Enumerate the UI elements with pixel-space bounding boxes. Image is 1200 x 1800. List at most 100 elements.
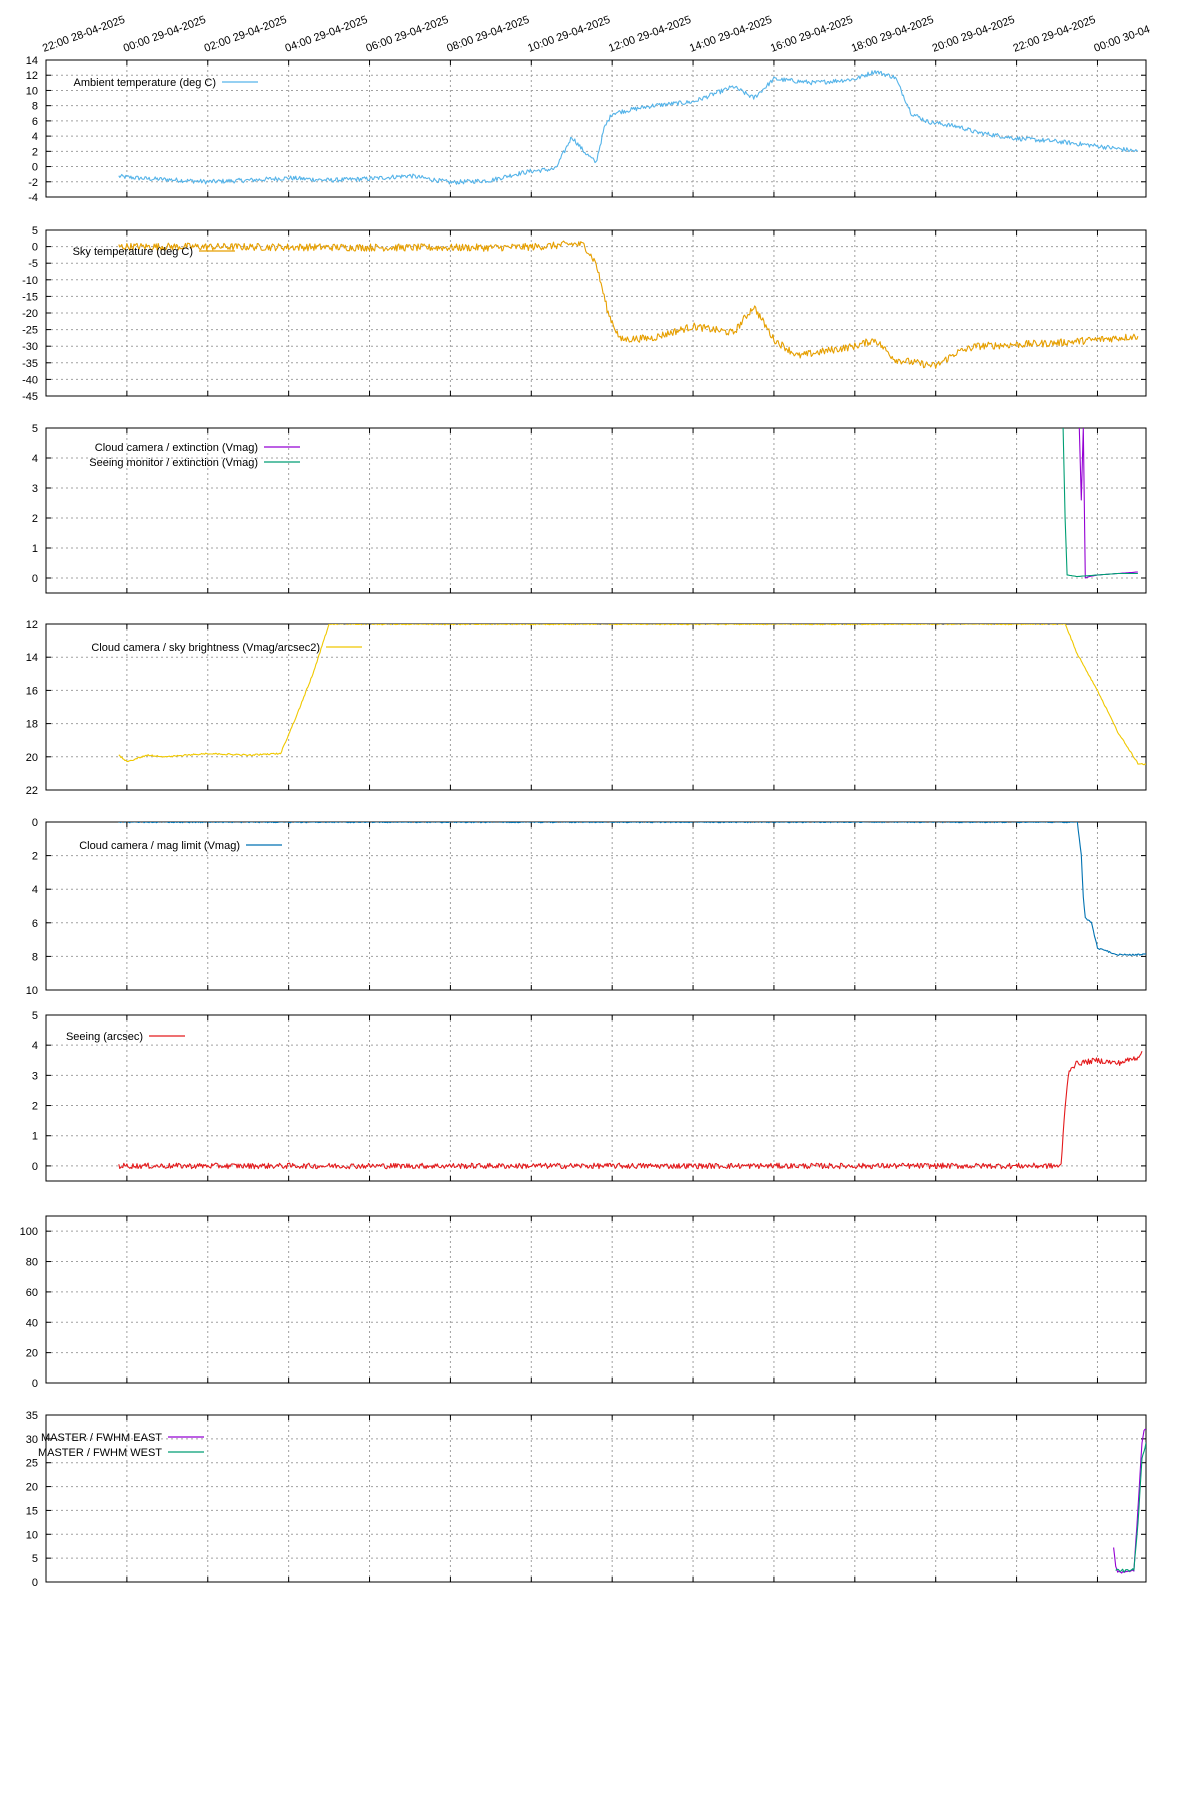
- legend-label: Sky temperature (deg C): [73, 246, 193, 258]
- y-tick-label: 18: [26, 719, 38, 731]
- plot-frame: [45, 59, 1147, 198]
- x-tick-label: 18:00 29-04-2025: [850, 14, 936, 55]
- y-tick-label: 5: [32, 1553, 38, 1565]
- legend-label: Ambient temperature (deg C): [74, 77, 216, 89]
- y-tick-label: -35: [22, 358, 38, 370]
- x-tick-label: 22:00 29-04-2025: [1012, 14, 1098, 55]
- chart-sky: -45 -40 -35 -30 -25 -20 -15 -10 -5 0 5 Sky temperat…: [22, 225, 1147, 403]
- x-tick-label: 16:00 29-04-2025: [769, 14, 855, 55]
- series-line-extinction-0: [1078, 428, 1138, 579]
- legend-label: MASTER / FWHM EAST: [41, 1432, 162, 1444]
- y-tick-label: 2: [32, 851, 38, 863]
- chart-maglimit: 0 2 4 6 8 10 Cloud camera / mag limit (Vmag): [26, 817, 1147, 997]
- x-tick-label: 02:00 29-04-2025: [203, 14, 289, 55]
- chart-skybrightness: 12 14 16 18 20 22 Cloud camera / sky brightnes…: [26, 619, 1147, 797]
- legend-label: Seeing monitor / extinction (Vmag): [89, 457, 258, 469]
- legend-label: Cloud camera / extinction (Vmag): [95, 442, 258, 454]
- legend-label: Cloud camera / sky brightness (Vmag/arcs…: [91, 642, 320, 654]
- y-tick-label: 14: [26, 652, 38, 664]
- x-tick-label: 10:00 29-04-2025: [526, 14, 612, 55]
- x-tick-label: 00:00 29-04-2025: [122, 14, 208, 55]
- series-line-ambient-0: [118, 70, 1139, 185]
- x-tick-label: 08:00 29-04-2025: [445, 14, 531, 55]
- y-tick-label: 80: [26, 1257, 38, 1269]
- x-tick-label: 06:00 29-04-2025: [364, 14, 450, 55]
- y-tick-label: 14: [26, 55, 38, 67]
- y-tick-label: 100: [20, 1226, 38, 1238]
- series-line-maglimit-0: [118, 822, 1146, 956]
- y-tick-label: -30: [22, 341, 38, 353]
- x-tick-label: 22:00 28-04-2025: [41, 14, 127, 55]
- plot-frame: [45, 1414, 1147, 1583]
- y-tick-label: 2: [32, 513, 38, 525]
- plot-frame: [45, 1014, 1147, 1182]
- y-tick-label: 8: [32, 101, 38, 113]
- series-line-skybrightness-0: [118, 624, 1146, 766]
- y-tick-label: 0: [32, 1378, 38, 1390]
- y-tick-label: 5: [32, 225, 38, 237]
- x-tick-label: 04:00 29-04-2025: [284, 14, 370, 55]
- y-tick-label: 5: [32, 423, 38, 435]
- y-tick-label: 8: [32, 951, 38, 963]
- x-tick-label: 14:00 29-04-2025: [688, 14, 774, 55]
- legend-label: Seeing (arcsec): [66, 1031, 143, 1043]
- y-tick-label: 1: [32, 1131, 38, 1143]
- x-tick-label: 20:00 29-04-2025: [931, 14, 1017, 55]
- y-tick-label: 0: [32, 162, 38, 174]
- y-tick-label: -10: [22, 275, 38, 287]
- y-tick-label: 4: [32, 1040, 38, 1052]
- y-tick-label: -25: [22, 325, 38, 337]
- legend-label: MASTER / FWHM WEST: [38, 1447, 162, 1459]
- legend-label: Cloud camera / mag limit (Vmag): [79, 840, 240, 852]
- y-tick-label: 4: [32, 131, 38, 143]
- y-tick-label: 2: [32, 1101, 38, 1113]
- y-tick-label: 12: [26, 619, 38, 631]
- series-line-fwhm-1: [1115, 1442, 1146, 1573]
- y-tick-label: 30: [26, 1434, 38, 1446]
- chart-humidity: 0 20 40 60 80 100: [20, 1215, 1147, 1390]
- y-tick-label: 0: [32, 1577, 38, 1589]
- y-tick-label: 4: [32, 453, 38, 465]
- y-tick-label: 20: [26, 752, 38, 764]
- y-tick-label: 10: [26, 85, 38, 97]
- y-tick-label: -15: [22, 291, 38, 303]
- y-tick-label: 60: [26, 1287, 38, 1299]
- y-tick-label: 6: [32, 116, 38, 128]
- plot-frame: [45, 427, 1147, 594]
- y-tick-label: 0: [32, 1161, 38, 1173]
- y-tick-label: 6: [32, 918, 38, 930]
- y-tick-label: -40: [22, 374, 38, 386]
- y-tick-label: 20: [26, 1482, 38, 1494]
- plot-frame: [45, 229, 1147, 397]
- series-line-extinction-1: [1062, 428, 1138, 578]
- y-tick-label: 15: [26, 1505, 38, 1517]
- plot-frame: [45, 1215, 1147, 1384]
- y-tick-label: 40: [26, 1317, 38, 1329]
- y-tick-label: -2: [28, 177, 38, 189]
- series-line-sky-0: [118, 240, 1139, 369]
- y-tick-label: 10: [26, 1529, 38, 1541]
- series-line-seeing-0: [118, 1051, 1143, 1170]
- y-tick-label: 0: [32, 573, 38, 585]
- y-tick-label: 0: [32, 817, 38, 829]
- y-tick-label: 20: [26, 1348, 38, 1360]
- y-tick-label: 2: [32, 146, 38, 158]
- y-tick-label: 16: [26, 685, 38, 697]
- series-line-fwhm-0: [1113, 1428, 1146, 1574]
- y-tick-label: 3: [32, 483, 38, 495]
- y-tick-label: 4: [32, 884, 38, 896]
- y-tick-label: 22: [26, 785, 38, 797]
- y-tick-label: 1: [32, 543, 38, 555]
- chart-extinction: 0 1 2 3 4 5 Cloud camera / extinction (Vmag) Se…: [32, 423, 1147, 594]
- x-tick-label: 00:00 30-04: [1092, 23, 1151, 54]
- y-tick-label: -4: [28, 192, 38, 204]
- chart-seeing: 0 1 2 3 4 5 Seeing (arcsec): [32, 1010, 1147, 1182]
- y-tick-label: 3: [32, 1070, 38, 1082]
- y-tick-label: 10: [26, 985, 38, 997]
- y-tick-label: 5: [32, 1010, 38, 1022]
- y-tick-label: -5: [28, 258, 38, 270]
- y-tick-label: -45: [22, 391, 38, 403]
